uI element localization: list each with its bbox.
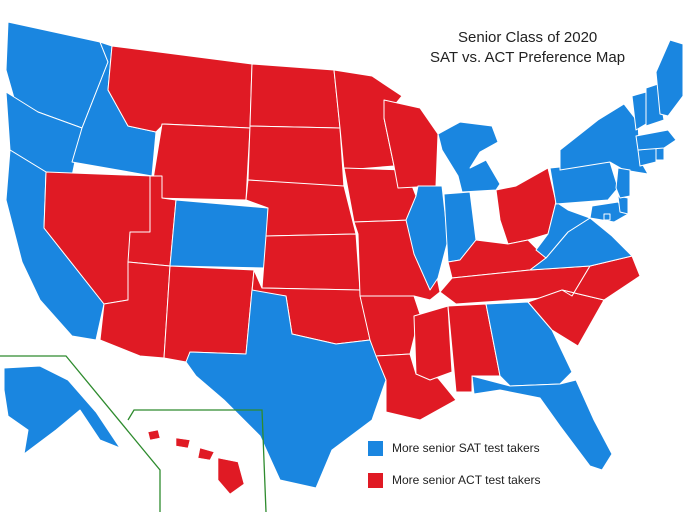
state-ks [261,233,361,291]
legend-label-act: More senior ACT test takers [392,473,541,487]
state-ny [559,103,649,175]
state-mt [107,45,253,133]
title-line-2: SAT vs. ACT Preference Map [430,49,626,66]
state-co [169,199,269,269]
map-title: Senior Class of 2020 SAT vs. ACT Prefere… [430,28,680,68]
state-nd [249,63,341,129]
legend-swatch-act [368,472,383,488]
state-md [589,201,629,223]
state-dc [603,213,611,221]
state-me [655,39,683,117]
insets-layer [0,355,267,512]
state-sc [527,289,605,347]
state-hi [147,429,245,495]
legend-swatch-sat [368,440,383,456]
legend-item-act: More senior ACT test takers [368,470,608,490]
state-fl [471,375,613,471]
legend-item-sat: More senior SAT test takers [368,438,608,458]
state-ms [413,305,453,381]
legend: More senior SAT test takers More senior … [368,438,608,502]
state-tx [185,289,387,489]
state-sd [247,125,345,189]
state-nj [615,167,631,199]
state-ct [637,147,657,167]
title-line-1: Senior Class of 2020 [458,29,598,46]
state-nm [163,265,255,363]
alaska-inset-border [0,355,161,512]
state-ma [635,129,677,151]
state-oh [495,167,557,245]
legend-label-sat: More senior SAT test takers [392,441,540,455]
state-ak [3,365,121,455]
state-de [617,195,629,215]
state-wy [149,123,251,201]
state-mi [437,121,501,193]
state-wi [383,99,439,189]
hawaii-inset-border [127,409,267,512]
states-layer [3,21,683,495]
state-ri [655,147,665,161]
state-la [375,353,457,421]
state-il [405,185,449,291]
